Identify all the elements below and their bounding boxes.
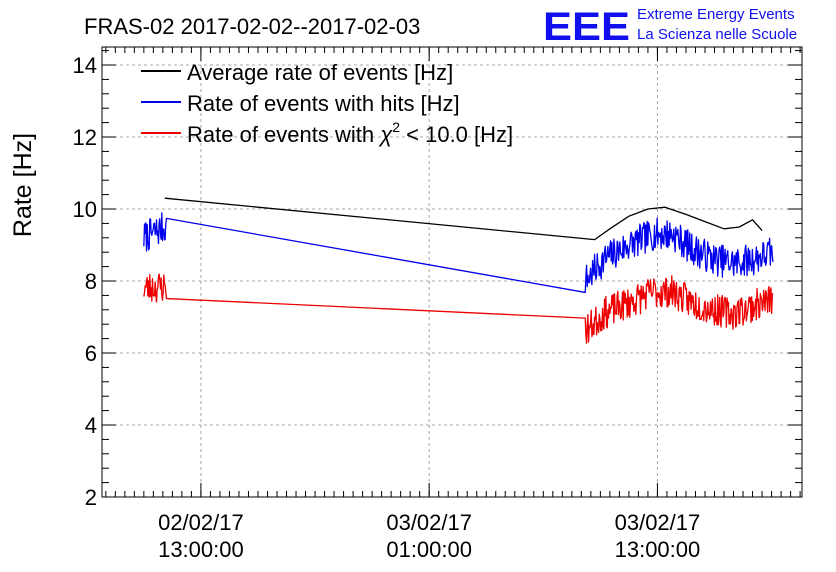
- y-axis: 2 4 6 8 10 12 14: [73, 50, 802, 510]
- y-tick-label: 6: [85, 341, 97, 366]
- x-axis: 02/02/1713:00:0003/02/1701:00:0003/02/17…: [105, 47, 801, 562]
- logo-line-2: La Scienza nelle Scuole: [637, 26, 797, 43]
- y-tick-label: 10: [73, 197, 97, 222]
- logo-line-1: Extreme Energy Events: [637, 6, 795, 23]
- legend-chi2-symbol: χ: [378, 122, 393, 147]
- x-tick-time: 01:00:00: [386, 537, 472, 562]
- chart-title: FRAS-02 2017-02-02--2017-02-03: [84, 14, 420, 39]
- legend-label-average: Average rate of events [Hz]: [187, 60, 453, 85]
- plot-frame: [101, 46, 803, 498]
- y-tick-label: 14: [73, 53, 97, 78]
- legend-label-hits: Rate of events with hits [Hz]: [187, 91, 460, 116]
- series-line-1: [143, 212, 774, 294]
- legend-label-chi2: Rate of events with χ2 < 10.0 [Hz]: [187, 119, 513, 147]
- series-line-0: [164, 197, 763, 241]
- x-tick-date: 03/02/17: [386, 510, 472, 535]
- eee-logo: EEE Extreme Energy Events La Scienza nel…: [543, 5, 797, 49]
- series-group: [143, 197, 774, 344]
- legend-chi2-post: < 10.0 [Hz]: [400, 122, 513, 147]
- x-tick-time: 13:00:00: [615, 537, 701, 562]
- series-line-2: [143, 273, 774, 344]
- y-tick-label: 4: [85, 413, 97, 438]
- x-tick-time: 13:00:00: [158, 537, 244, 562]
- legend: Average rate of events [Hz] Rate of even…: [141, 60, 513, 147]
- legend-entry-average: Average rate of events [Hz]: [141, 60, 453, 85]
- legend-chi2-superscript: 2: [392, 119, 400, 135]
- y-tick-label: 2: [85, 485, 97, 510]
- x-tick-date: 03/02/17: [615, 510, 701, 535]
- legend-entry-chi2: Rate of events with χ2 < 10.0 [Hz]: [141, 119, 513, 147]
- y-tick-label: 8: [85, 269, 97, 294]
- y-tick-label: 12: [73, 125, 97, 150]
- legend-chi2-pre: Rate of events with: [187, 122, 380, 147]
- y-axis-title: Rate [Hz]: [9, 133, 37, 237]
- legend-entry-hits: Rate of events with hits [Hz]: [141, 91, 460, 116]
- x-tick-date: 02/02/17: [158, 510, 244, 535]
- grid: [102, 47, 802, 497]
- logo-mark: EEE: [543, 5, 630, 49]
